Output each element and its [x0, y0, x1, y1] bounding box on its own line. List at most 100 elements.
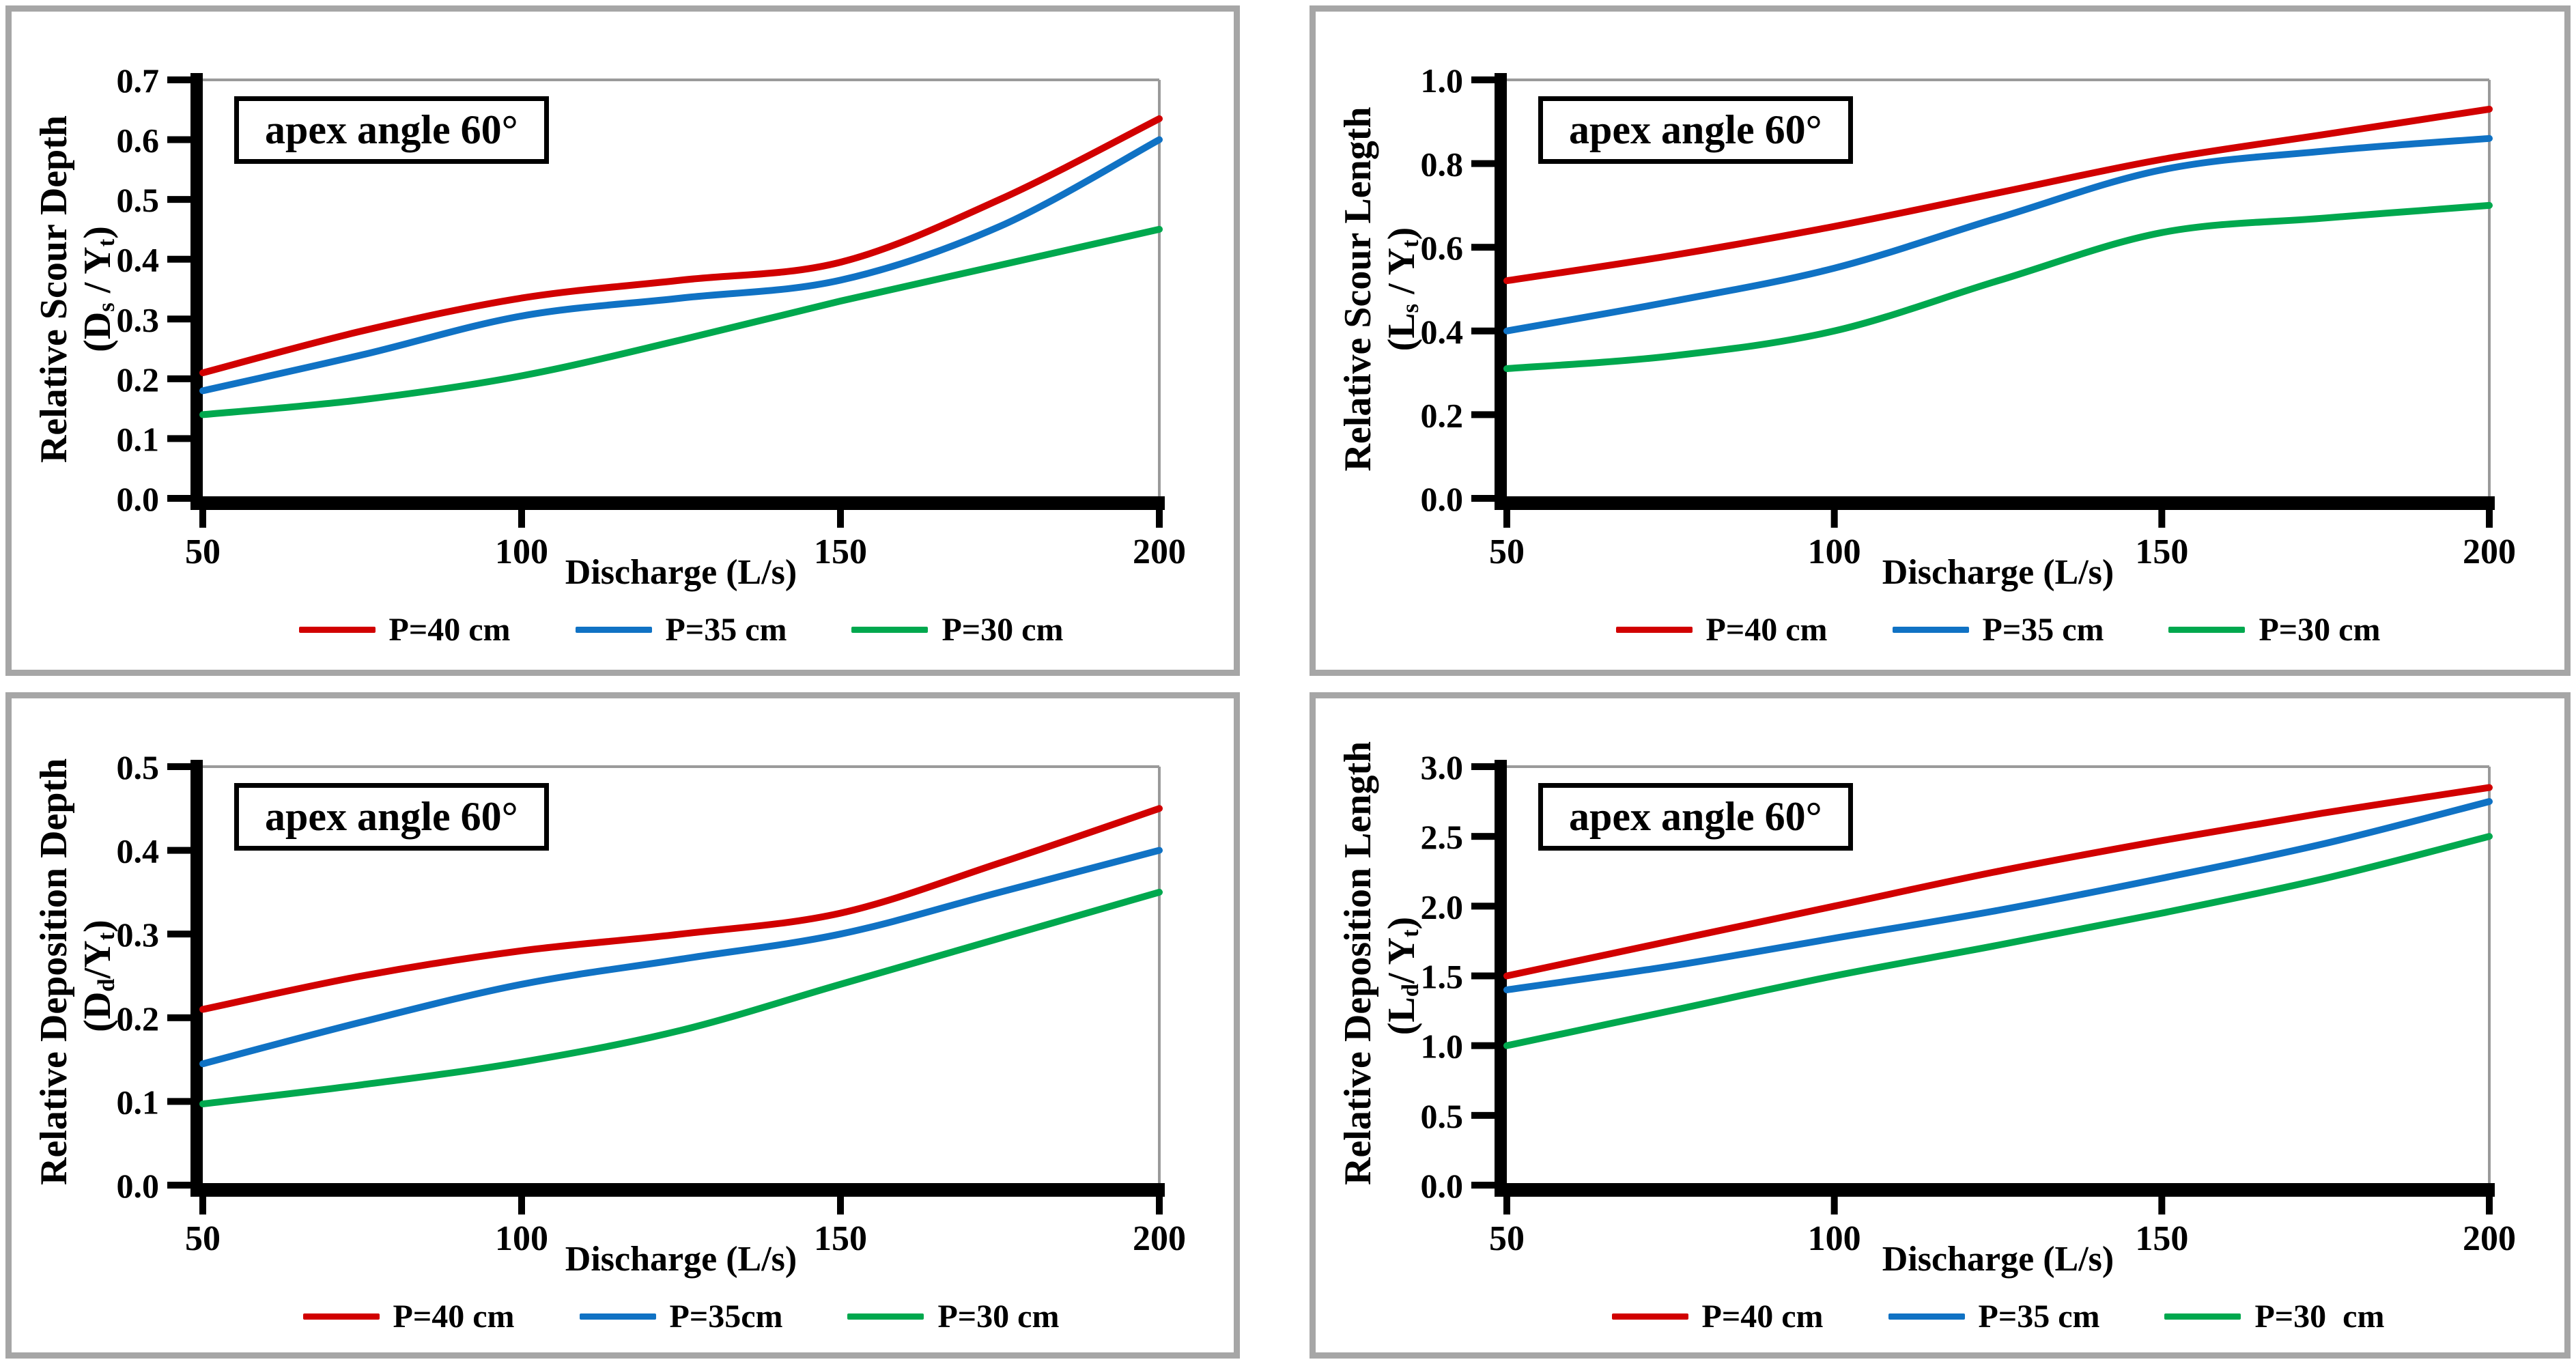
svg-text:0.6: 0.6	[1421, 229, 1464, 267]
legend-item: P=40 cm	[1611, 1298, 1824, 1335]
legend-item: P=30 cm	[2164, 1298, 2384, 1335]
svg-text:0.0: 0.0	[1421, 480, 1464, 518]
legend-item: P=35cm	[579, 1298, 783, 1335]
svg-text:150: 150	[814, 1219, 867, 1258]
svg-text:0.4: 0.4	[117, 241, 160, 279]
svg-text:0.1: 0.1	[117, 420, 160, 458]
y-axis-formula: (Ds / Yt)	[76, 226, 120, 352]
svg-text:0.0: 0.0	[117, 480, 160, 518]
y-axis-title: Relative Scour Depth (Ds / Yt)	[32, 80, 135, 498]
legend-swatch-p30	[851, 627, 929, 633]
legend-label: P=40 cm	[388, 612, 511, 648]
chart-panel-relative-deposition-depth: 0.0 0.1 0.2 0.3 0.4 0.5 50 100 150 200 Relative D…	[5, 692, 1240, 1359]
svg-text:200: 200	[1133, 1219, 1186, 1258]
svg-text:100: 100	[1808, 1219, 1861, 1258]
legend-label: P=40 cm	[1705, 612, 1828, 648]
svg-text:0.3: 0.3	[117, 915, 160, 954]
svg-text:1.0: 1.0	[1421, 1027, 1464, 1066]
svg-text:0.2: 0.2	[1421, 396, 1464, 434]
legend-item: P=30 cm	[847, 1298, 1059, 1335]
line-chart-deposition-length: 0.0 0.5 1.0 1.5 2.0 2.5 3.0 50 100 150 200	[1421, 748, 2517, 1258]
chart-panel-relative-scour-depth: 0.0 0.1 0.2 0.3 0.4 0.5 0.6 0.7 50 100 150 200 Rela…	[5, 5, 1240, 676]
legend-label: P=30 cm	[2259, 612, 2381, 648]
svg-text:150: 150	[2135, 532, 2188, 571]
x-axis-title: Discharge (L/s)	[565, 1240, 797, 1279]
svg-text:0.7: 0.7	[117, 61, 160, 100]
svg-text:100: 100	[495, 532, 548, 571]
annotation-apex-angle: apex angle 60°	[234, 783, 549, 851]
svg-text:0.4: 0.4	[1421, 313, 1464, 351]
legend-label: P=30 cm	[937, 1298, 1060, 1335]
legend-item: P=40 cm	[298, 611, 511, 649]
y-axis-formula: (Ld/ Yt)	[1381, 916, 1424, 1036]
svg-text:100: 100	[1808, 532, 1861, 571]
legend-item: P=30 cm	[2168, 611, 2380, 649]
legend-swatch-p40	[1615, 627, 1693, 633]
legend-swatch-p35	[1888, 1313, 1965, 1320]
svg-text:1.5: 1.5	[1421, 958, 1464, 996]
legend-swatch-p40	[298, 627, 376, 633]
svg-text:0.3: 0.3	[117, 300, 160, 339]
legend-label: P=35 cm	[1978, 1298, 2100, 1335]
legend-label: P=40 cm	[1701, 1298, 1824, 1335]
svg-text:3.0: 3.0	[1421, 748, 1464, 786]
legend-item: P=40 cm	[1615, 611, 1828, 649]
legend-item: P=35 cm	[1888, 1298, 2100, 1335]
x-axis-title: Discharge (L/s)	[1882, 553, 2114, 592]
svg-text:0.5: 0.5	[117, 181, 160, 219]
svg-text:200: 200	[2463, 1219, 2516, 1258]
svg-text:200: 200	[1133, 532, 1186, 571]
legend-item: P=35 cm	[1892, 611, 2104, 649]
svg-text:150: 150	[2135, 1219, 2188, 1258]
chart-panel-relative-deposition-length: 0.0 0.5 1.0 1.5 2.0 2.5 3.0 50 100 150 200 Relativ…	[1310, 692, 2571, 1359]
x-axis-title: Discharge (L/s)	[565, 553, 797, 592]
y-axis-title: Relative Scour Length (Ls / Yt)	[1336, 80, 1439, 498]
y-axis-title-text: Relative Scour Length	[1337, 106, 1379, 472]
svg-text:0.2: 0.2	[117, 360, 160, 399]
svg-text:0.0: 0.0	[117, 1167, 160, 1205]
annotation-apex-angle: apex angle 60°	[1538, 783, 1853, 851]
legend: P=40 cm P=35 cm P=30 cm	[1507, 1298, 2489, 1335]
legend-item: P=30 cm	[851, 611, 1063, 649]
svg-text:50: 50	[1489, 532, 1525, 571]
svg-text:2.5: 2.5	[1421, 818, 1464, 856]
legend-swatch-p40	[302, 1313, 380, 1320]
line-chart-deposition-depth: 0.0 0.1 0.2 0.3 0.4 0.5 50 100 150 200	[117, 748, 1187, 1258]
legend-label: P=30 cm	[942, 612, 1064, 648]
legend-label: P=35cm	[669, 1298, 783, 1335]
legend-label: P=35 cm	[665, 612, 787, 648]
legend-swatch-p40	[1611, 1313, 1688, 1320]
y-axis-title: Relative Deposition Length (Ld/ Yt)	[1336, 741, 1439, 1185]
svg-text:100: 100	[495, 1219, 548, 1258]
legend: P=40 cm P=35 cm P=30 cm	[203, 611, 1159, 649]
svg-text:0.0: 0.0	[1421, 1167, 1464, 1205]
svg-text:150: 150	[814, 532, 867, 571]
legend-swatch-p35	[579, 1313, 656, 1320]
y-axis-formula: (Dd/Yt)	[76, 920, 120, 1032]
svg-text:200: 200	[2463, 532, 2516, 571]
line-chart-scour-depth: 0.0 0.1 0.2 0.3 0.4 0.5 0.6 0.7 50 100 150 200	[117, 61, 1187, 571]
svg-text:0.5: 0.5	[1421, 1097, 1464, 1135]
legend-item: P=35 cm	[575, 611, 787, 649]
y-axis-title-text: Relative Deposition Length	[1337, 741, 1379, 1185]
svg-text:50: 50	[185, 1219, 221, 1258]
svg-text:2.0: 2.0	[1421, 887, 1464, 926]
legend-swatch-p35	[1892, 627, 1969, 633]
legend-label: P=30 cm	[2254, 1298, 2385, 1335]
legend-swatch-p35	[575, 627, 652, 633]
legend: P=40 cm P=35 cm P=30 cm	[1507, 611, 2489, 649]
legend-swatch-p30	[2168, 627, 2246, 633]
annotation-apex-angle: apex angle 60°	[1538, 96, 1853, 164]
legend-swatch-p30	[2164, 1313, 2241, 1320]
svg-text:0.1: 0.1	[117, 1083, 160, 1121]
legend-label: P=40 cm	[393, 1298, 515, 1335]
legend: P=40 cm P=35cm P=30 cm	[203, 1298, 1159, 1335]
svg-text:0.2: 0.2	[117, 999, 160, 1038]
svg-text:50: 50	[185, 532, 221, 571]
chart-panel-relative-scour-length: 0.0 0.2 0.4 0.6 0.8 1.0 50 100 150 200 Relative S…	[1310, 5, 2571, 676]
legend-item: P=40 cm	[302, 1298, 515, 1335]
y-axis-title: Relative Deposition Depth (Dd/Yt)	[32, 758, 135, 1185]
y-axis-title-text: Relative Deposition Depth	[33, 758, 75, 1185]
svg-text:0.6: 0.6	[117, 122, 160, 160]
